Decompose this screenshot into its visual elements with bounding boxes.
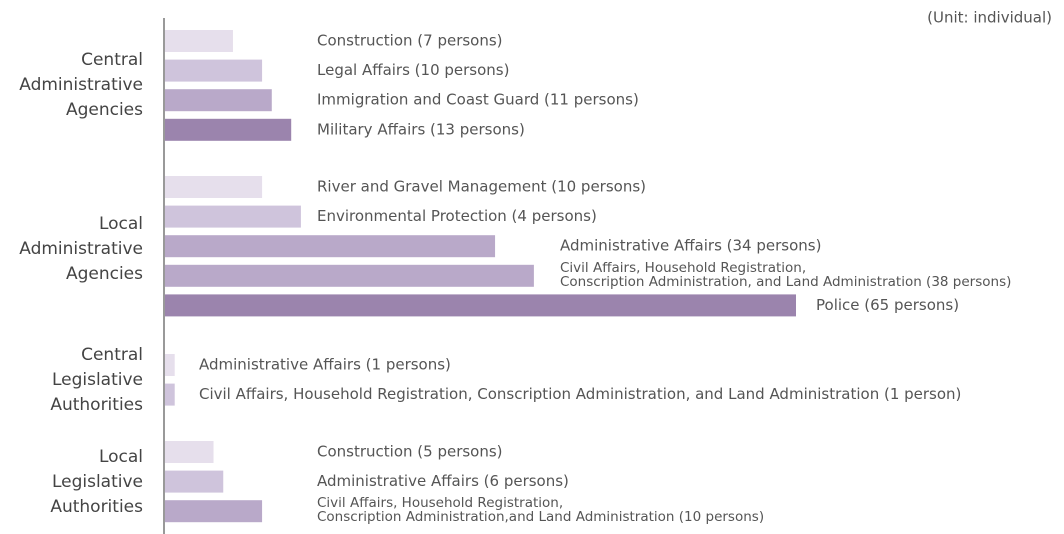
bar-label: Civil Affairs, Household Registration, C…: [199, 385, 961, 403]
bar: [165, 176, 263, 198]
bar-label: River and Gravel Management (10 persons): [317, 178, 646, 196]
bar-label: Police (65 persons): [816, 296, 959, 314]
bar: [165, 89, 272, 112]
bar-label: Civil Affairs, Household Registration, Co…: [317, 495, 764, 525]
bar: [165, 30, 233, 52]
bar-label: Civil Affairs, Household Registration, Co…: [560, 260, 1011, 290]
bar-label: Environmental Protection (4 persons): [317, 207, 597, 225]
bar-label: Administrative Affairs (1 persons): [199, 356, 451, 374]
bar-label: Immigration and Coast Guard (11 persons): [317, 91, 639, 109]
bar-label: Legal Affairs (10 persons): [317, 61, 509, 79]
bar: [165, 500, 263, 523]
bar: [165, 235, 496, 258]
bar: [165, 59, 263, 82]
bar: [165, 264, 534, 287]
group-label: Central Legislative Authorities: [50, 345, 143, 415]
unit-note: (Unit: individual): [927, 9, 1052, 27]
bar-label: Construction (5 persons): [317, 443, 503, 461]
bar: [165, 294, 796, 317]
bar-label: Administrative Affairs (34 persons): [560, 237, 821, 255]
bar-label: Construction (7 persons): [317, 32, 503, 50]
bar-label: Administrative Affairs (6 persons): [317, 472, 569, 490]
bar: [165, 205, 301, 228]
bar: [165, 354, 175, 376]
group-label: Local Administrative Agencies: [19, 214, 143, 284]
bar: [165, 383, 175, 406]
bar: [165, 470, 224, 493]
group-label: Local Legislative Authorities: [50, 447, 143, 517]
bar: [165, 118, 292, 141]
group-label: Central Administrative Agencies: [19, 50, 143, 120]
bar: [165, 441, 214, 463]
bar-label: Military Affairs (13 persons): [317, 120, 525, 138]
